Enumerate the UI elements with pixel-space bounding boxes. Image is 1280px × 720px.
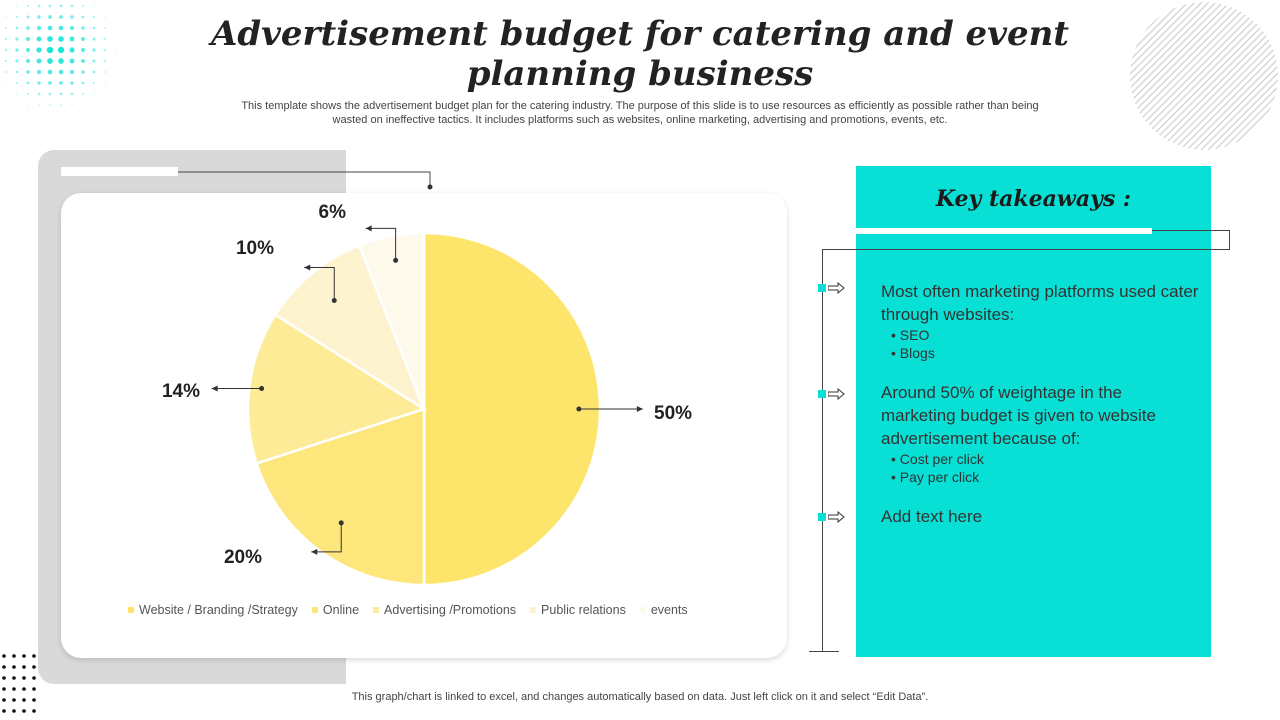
legend-item-website: Website / Branding /Strategy	[128, 603, 298, 617]
data-label-website: 50%	[654, 403, 692, 424]
takeaway-item-1: Most often marketing platforms used cate…	[881, 280, 1201, 362]
takeaway-bullets: Cost per click Pay per click	[881, 450, 1201, 486]
arrow-right-icon	[828, 282, 845, 294]
footer-note: This graph/chart is linked to excel, and…	[351, 691, 929, 703]
legend-label: Website / Branding /Strategy	[139, 603, 298, 617]
decorative-dot-pattern-bottom	[2, 654, 36, 713]
add-text-placeholder[interactable]: Add text here	[881, 507, 983, 526]
takeaway-text: Around 50% of weightage in the marketing…	[881, 383, 1156, 448]
leader-arrowhead	[211, 385, 218, 392]
legend-swatch	[373, 607, 380, 613]
takeaway-item-2: Around 50% of weightage in the marketing…	[881, 381, 1201, 486]
takeaway-bullet: Pay per click	[891, 468, 1201, 486]
leader-line	[365, 227, 397, 261]
data-label-advertising: 14%	[162, 381, 200, 402]
leader-arrowhead	[311, 548, 318, 555]
legend-label: Online	[322, 603, 360, 617]
key-takeaways-panel	[856, 166, 1211, 657]
legend-label: events	[650, 603, 688, 617]
timeline-top-line	[822, 249, 1230, 250]
key-takeaways-underline	[856, 228, 1152, 234]
leader-arrowhead	[365, 225, 372, 232]
takeaway-bullets: SEO Blogs	[881, 326, 1201, 362]
arrow-right-icon	[828, 511, 845, 523]
timeline-end-line	[809, 651, 839, 652]
page-subtitle: This template shows the advertisement bu…	[241, 100, 1039, 126]
legend-item-advertising: Advertising /Promotions	[373, 603, 516, 617]
leader-arrowhead	[304, 264, 311, 271]
takeaway-item-3[interactable]: Add text here	[881, 505, 1201, 528]
takeaway-bullet: Blogs	[891, 344, 1201, 362]
page-title: Advertisement budget for catering and ev…	[210, 14, 1070, 94]
takeaway-bullet: SEO	[891, 326, 1201, 344]
takeaway-text: Most often marketing platforms used cate…	[881, 282, 1199, 324]
pie-slice-public-relations[interactable]	[273, 243, 427, 413]
legend-item-online: Online	[311, 603, 360, 617]
takeaway-bullet: Cost per click	[891, 450, 1201, 468]
leader-arrowhead	[636, 406, 643, 412]
legend-swatch	[128, 607, 134, 613]
legend-item-public-relations: Public relations	[530, 603, 626, 617]
leader-line	[311, 522, 342, 553]
pie-slice-events[interactable]	[357, 231, 426, 410]
pie-slice-online[interactable]	[255, 407, 426, 587]
key-takeaways-title: Key takeaways :	[935, 186, 1132, 212]
data-label-online: 20%	[224, 547, 262, 568]
decorative-striped-circle	[1130, 2, 1278, 150]
legend-label: Public relations	[541, 603, 626, 617]
decorative-dot-pattern	[4, 4, 117, 117]
decorative-white-bar	[61, 167, 178, 176]
pie-slice-advertising[interactable]	[246, 312, 427, 465]
square-marker-icon	[818, 284, 826, 292]
pie-slice-website[interactable]	[422, 231, 602, 587]
decorative-bracket	[1152, 230, 1230, 250]
arrow-right-icon	[828, 388, 845, 400]
legend-swatch	[530, 607, 537, 613]
leader-line	[304, 267, 335, 301]
legend-label: Advertising /Promotions	[384, 603, 517, 617]
data-label-public-relations: 10%	[236, 238, 274, 259]
data-label-events: 6%	[319, 202, 347, 223]
chart-legend: Website / Branding /Strategy Online Advert…	[128, 603, 688, 617]
legend-swatch	[639, 607, 646, 613]
connector-line	[178, 171, 431, 186]
legend-swatch	[311, 607, 318, 613]
legend-item-events: events	[639, 603, 688, 617]
square-marker-icon	[818, 513, 826, 521]
timeline-line	[822, 249, 823, 651]
connector-dot	[427, 184, 433, 190]
square-marker-icon	[818, 390, 826, 398]
